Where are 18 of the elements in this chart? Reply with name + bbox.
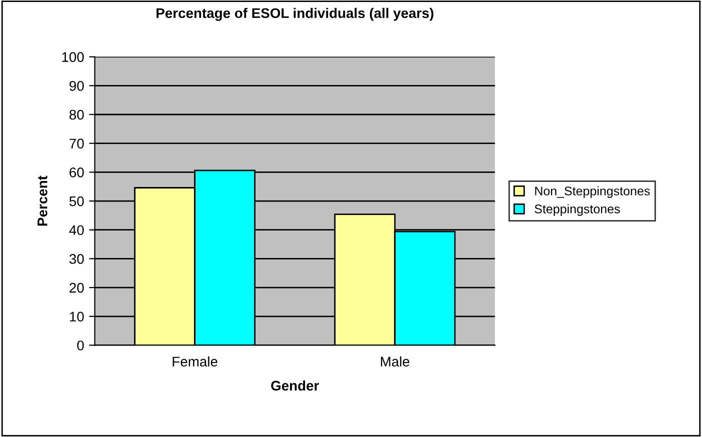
y-tick-label: 80 (70, 110, 84, 120)
y-tick-label: 0 (77, 340, 84, 350)
y-tick-label: 20 (70, 282, 84, 293)
x-axis-title: Gender (271, 380, 319, 391)
y-tick-label: 100 (62, 52, 84, 62)
y-axis-title: Percent (38, 176, 48, 226)
y-tick-label: 50 (69, 196, 84, 206)
y-tick-label: 70 (70, 138, 84, 149)
x-tick-label: Female (172, 356, 218, 367)
chart-title: Percentage of ESOL individuals (all years) (156, 8, 434, 21)
y-tick-label: 40 (69, 225, 84, 236)
y-tick-label: 30 (69, 254, 84, 264)
legend-label: Steppingstones (534, 204, 620, 216)
y-tick-label: 90 (70, 80, 84, 91)
y-tick-label: 60 (70, 168, 84, 178)
y-tick-label: 10 (70, 312, 84, 322)
x-tick-label: Male (380, 356, 410, 367)
legend-label: Non_Steppingstones (535, 186, 650, 198)
